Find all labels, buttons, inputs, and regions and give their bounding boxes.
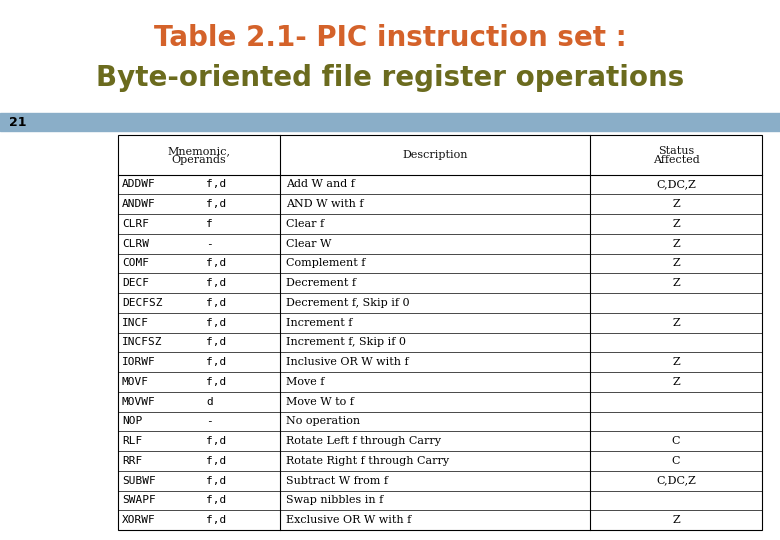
Text: Rotate Left f through Carry: Rotate Left f through Carry xyxy=(286,436,441,446)
Text: RLF: RLF xyxy=(122,436,142,446)
Text: CLRF: CLRF xyxy=(122,219,149,229)
Text: f,d: f,d xyxy=(206,515,226,525)
Text: Mnemonic,: Mnemonic, xyxy=(168,146,231,156)
Text: Affected: Affected xyxy=(653,156,700,165)
Text: SUBWF: SUBWF xyxy=(122,476,156,485)
Text: Z: Z xyxy=(672,515,680,525)
Text: Inclusive OR W with f: Inclusive OR W with f xyxy=(286,357,409,367)
Text: ADDWF: ADDWF xyxy=(122,179,156,190)
Text: f,d: f,d xyxy=(206,476,226,485)
Text: -: - xyxy=(206,239,213,248)
Text: f,d: f,d xyxy=(206,199,226,209)
Bar xyxy=(118,135,762,530)
Text: Z: Z xyxy=(672,377,680,387)
Text: DECF: DECF xyxy=(122,278,149,288)
Text: Complement f: Complement f xyxy=(286,258,365,268)
Text: RRF: RRF xyxy=(122,456,142,466)
Text: INCFSZ: INCFSZ xyxy=(122,338,162,347)
Text: Rotate Right f through Carry: Rotate Right f through Carry xyxy=(286,456,449,466)
Text: f,d: f,d xyxy=(206,357,226,367)
Text: Clear W: Clear W xyxy=(286,239,332,248)
Text: Decrement f, Skip if 0: Decrement f, Skip if 0 xyxy=(286,298,410,308)
Text: Z: Z xyxy=(672,318,680,328)
Text: f,d: f,d xyxy=(206,495,226,505)
Text: C: C xyxy=(672,456,680,466)
Text: C,DC,Z: C,DC,Z xyxy=(656,476,696,485)
Text: ANDWF: ANDWF xyxy=(122,199,156,209)
Text: f,d: f,d xyxy=(206,318,226,328)
Text: Add W and f: Add W and f xyxy=(286,179,355,190)
Text: Exclusive OR W with f: Exclusive OR W with f xyxy=(286,515,411,525)
Text: Z: Z xyxy=(672,258,680,268)
Text: Decrement f: Decrement f xyxy=(286,278,356,288)
Text: Z: Z xyxy=(672,357,680,367)
Text: f,d: f,d xyxy=(206,436,226,446)
Text: Increment f, Skip if 0: Increment f, Skip if 0 xyxy=(286,338,406,347)
Text: f,d: f,d xyxy=(206,338,226,347)
Text: No operation: No operation xyxy=(286,416,360,427)
Text: MOVF: MOVF xyxy=(122,377,149,387)
Text: Operands: Operands xyxy=(172,156,226,165)
Text: Table 2.1- PIC instruction set :: Table 2.1- PIC instruction set : xyxy=(154,24,626,52)
Text: INCF: INCF xyxy=(122,318,149,328)
Text: SWAPF: SWAPF xyxy=(122,495,156,505)
Text: f: f xyxy=(206,219,213,229)
Bar xyxy=(0,113,780,131)
Text: MOVWF: MOVWF xyxy=(122,396,156,407)
Text: C: C xyxy=(672,436,680,446)
Text: Description: Description xyxy=(402,150,468,160)
Text: f,d: f,d xyxy=(206,298,226,308)
Text: AND W with f: AND W with f xyxy=(286,199,363,209)
Text: Increment f: Increment f xyxy=(286,318,353,328)
Text: f,d: f,d xyxy=(206,179,226,190)
Text: Byte-oriented file register operations: Byte-oriented file register operations xyxy=(96,64,684,92)
Text: DECFSZ: DECFSZ xyxy=(122,298,162,308)
Text: d: d xyxy=(206,396,213,407)
Text: f,d: f,d xyxy=(206,456,226,466)
Text: Z: Z xyxy=(672,219,680,229)
Text: Move W to f: Move W to f xyxy=(286,396,354,407)
Text: COMF: COMF xyxy=(122,258,149,268)
Text: Z: Z xyxy=(672,278,680,288)
Text: f,d: f,d xyxy=(206,258,226,268)
Text: C,DC,Z: C,DC,Z xyxy=(656,179,696,190)
Text: Z: Z xyxy=(672,199,680,209)
Text: Move f: Move f xyxy=(286,377,324,387)
Text: Status: Status xyxy=(658,146,694,156)
Text: CLRW: CLRW xyxy=(122,239,149,248)
Text: XORWF: XORWF xyxy=(122,515,156,525)
Text: Z: Z xyxy=(672,239,680,248)
Text: f,d: f,d xyxy=(206,377,226,387)
Text: 21: 21 xyxy=(9,116,27,129)
Text: NOP: NOP xyxy=(122,416,142,427)
Text: Swap nibbles in f: Swap nibbles in f xyxy=(286,495,383,505)
Text: Clear f: Clear f xyxy=(286,219,324,229)
Text: Subtract W from f: Subtract W from f xyxy=(286,476,388,485)
Text: f,d: f,d xyxy=(206,278,226,288)
Text: -: - xyxy=(206,416,213,427)
Text: IORWF: IORWF xyxy=(122,357,156,367)
